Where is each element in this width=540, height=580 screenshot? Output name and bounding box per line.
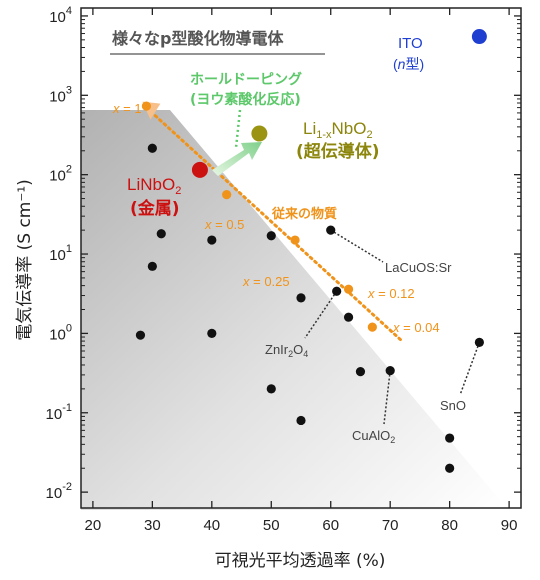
data-point (445, 433, 455, 443)
data-point (343, 312, 354, 322)
data-point (135, 330, 146, 340)
cualo2-leader (383, 370, 391, 425)
ito-type-label: (n型) (393, 56, 424, 72)
lacuos-label: LaCuOS:Sr (385, 260, 452, 275)
leader-lines (304, 229, 481, 425)
x1-label: x = 1 (112, 101, 142, 116)
conventional-materials-label: 従来の物質 (271, 206, 337, 222)
data-points (135, 29, 487, 473)
data-point (251, 125, 268, 142)
x-tick-label: 30 (144, 517, 161, 534)
li-nbo2-label: Li1-xNbO2 (303, 119, 373, 141)
data-point (326, 225, 336, 235)
lacuos-leader (330, 229, 384, 263)
x-tick-label: 60 (322, 517, 339, 534)
data-point (296, 415, 306, 426)
data-point (445, 463, 455, 473)
ito-label: ITO (398, 35, 423, 52)
y-tick-label: 10-1 (46, 402, 72, 423)
znir2o4-leader (304, 290, 338, 339)
x-tick-label: 90 (501, 517, 518, 534)
y-tick-label: 10-2 (46, 481, 72, 502)
y-tick-label: 100 (49, 322, 72, 343)
superconductor-label: (超伝導体) (296, 141, 380, 162)
data-point (147, 261, 157, 271)
axis-ticks: 20 30 40 50 60 70 80 90 10-2 10-1 100 101 102 103 104 (46, 5, 521, 534)
y-tick-label: 102 (49, 164, 72, 185)
y-axis-label: 電気伝導率 (S cm⁻¹) (15, 179, 35, 341)
data-point (266, 231, 276, 241)
x025-label: x = 0.25 (242, 274, 290, 289)
background-region (81, 110, 500, 510)
sno-leader (459, 342, 481, 396)
sno-label: SnO (440, 398, 466, 413)
x05-label: x = 0.5 (204, 217, 244, 232)
y-tick-label: 104 (49, 5, 72, 26)
x-tick-label: 20 (85, 517, 102, 534)
data-point (296, 293, 306, 303)
cualo2-label: CuAlO2 (352, 428, 395, 445)
hole-doping-reaction: (ヨウ素酸化反応) (190, 91, 301, 108)
data-point (141, 101, 152, 111)
data-point (207, 235, 217, 245)
data-point (474, 337, 484, 348)
metal-label: (金属) (130, 198, 180, 219)
znir2o4-label: ZnIr2O4 (265, 342, 308, 359)
data-point (343, 284, 354, 294)
y-tick-label: 101 (49, 243, 72, 264)
chart-title: 様々なp型酸化物導電体 (112, 29, 284, 48)
x-tick-label: 70 (382, 517, 399, 534)
data-point (367, 322, 377, 332)
data-point (471, 29, 487, 45)
hole-doping-label: ホールドーピング (190, 71, 302, 88)
linbo2-label: LiNbO2 (127, 175, 181, 197)
x004-label: x = 0.04 (392, 320, 440, 335)
data-point (355, 367, 366, 377)
data-point (332, 286, 342, 296)
data-point (385, 365, 395, 376)
data-point (147, 143, 157, 153)
data-point (222, 190, 232, 200)
x-axis-label: 可視光平均透過率 (%) (215, 551, 386, 571)
x-tick-label: 50 (263, 517, 280, 534)
y-tick-label: 103 (49, 84, 72, 105)
data-point (207, 328, 217, 338)
hole-doping-dotted-line (234, 109, 242, 149)
doping-arrow (212, 142, 262, 176)
data-point (290, 235, 300, 245)
x012-label: x = 0.12 (367, 286, 415, 301)
x-tick-label: 80 (441, 517, 458, 534)
x-tick-label: 40 (203, 517, 220, 534)
data-point (156, 229, 166, 239)
data-point (191, 161, 208, 178)
data-point (266, 384, 276, 394)
trend-line-path (144, 106, 404, 343)
